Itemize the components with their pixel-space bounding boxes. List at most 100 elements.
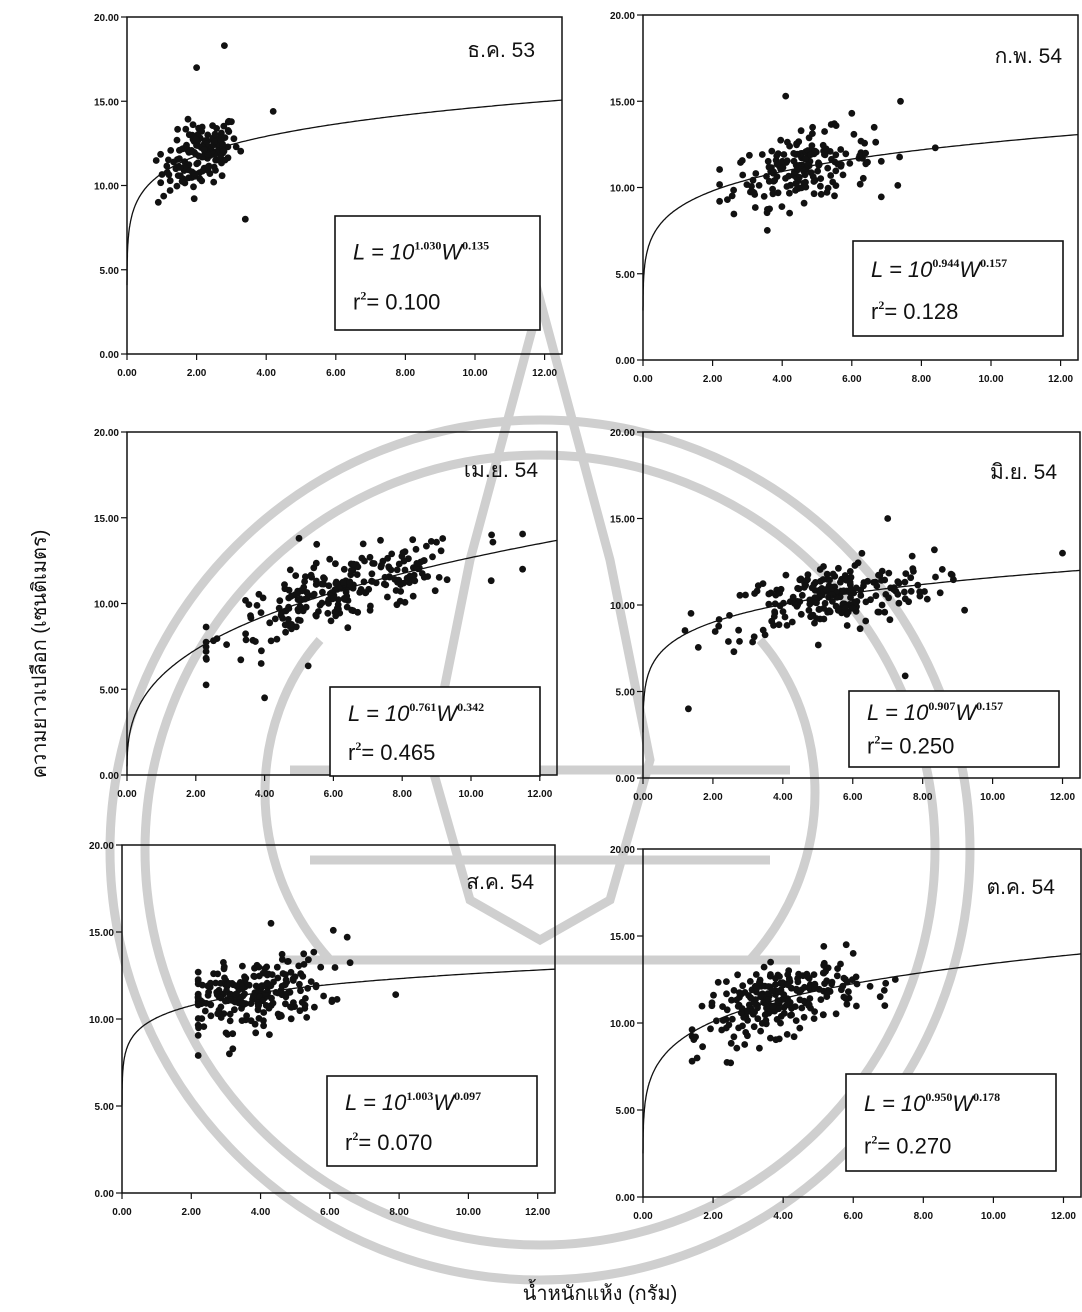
data-point: [804, 973, 811, 981]
data-point: [230, 135, 238, 143]
data-point: [332, 560, 339, 568]
data-point: [274, 974, 282, 982]
data-point: [907, 574, 915, 582]
data-point: [403, 574, 411, 582]
data-point: [300, 950, 308, 958]
data-point: [846, 588, 854, 596]
data-point: [255, 963, 263, 971]
x-tick-label: 6.00: [324, 789, 344, 800]
data-point: [780, 151, 788, 158]
x-tick-label: 4.00: [256, 368, 276, 379]
data-point: [324, 599, 332, 606]
y-tick-label: 20.00: [610, 845, 635, 856]
data-point: [850, 130, 858, 138]
chart-panel: 0.00 5.00 10.00 15.00 20.00 0.00 2.00 4.00 6.00 8…: [89, 841, 556, 1218]
data-point: [790, 150, 798, 157]
data-point: [761, 631, 769, 639]
fit-curve: [126, 539, 558, 767]
data-point: [220, 959, 227, 966]
data-point: [194, 159, 202, 167]
data-point: [728, 996, 735, 1004]
data-point: [174, 172, 182, 180]
data-point: [685, 705, 692, 713]
data-point: [280, 991, 288, 998]
data-point: [791, 600, 798, 607]
data-point: [802, 155, 810, 163]
data-point: [730, 186, 737, 194]
data-point: [302, 603, 310, 611]
data-point: [857, 592, 865, 599]
data-point: [727, 1059, 735, 1067]
data-point: [833, 972, 841, 980]
x-tick-label: 6.00: [844, 1211, 864, 1222]
data-point: [895, 579, 903, 587]
data-point: [730, 987, 738, 994]
data-point: [519, 565, 526, 573]
data-point: [798, 1004, 806, 1012]
data-point: [198, 177, 206, 185]
data-point: [820, 943, 828, 950]
data-point: [401, 598, 409, 606]
data-point: [736, 989, 743, 996]
data-point: [751, 204, 759, 211]
data-point: [300, 583, 308, 591]
fit-equation: L = 101.030W0.135: [353, 238, 489, 264]
panel-label: ต.ค. 54: [986, 876, 1055, 899]
equation-box: [845, 1073, 1057, 1172]
data-point: [204, 991, 212, 999]
data-point: [388, 550, 396, 558]
data-point: [852, 973, 860, 981]
data-point: [821, 599, 829, 607]
data-point: [878, 601, 886, 609]
data-point: [312, 559, 320, 567]
x-tick-label: 0.00: [633, 374, 653, 385]
data-point: [239, 999, 247, 1007]
data-point: [266, 1031, 273, 1038]
data-point: [823, 990, 831, 997]
data-point: [359, 540, 367, 548]
x-tick-label: 4.00: [772, 374, 792, 385]
data-point: [232, 143, 240, 151]
fit-equation: L = 100.907W0.157: [867, 699, 1003, 725]
data-point: [751, 590, 758, 597]
data-point: [353, 571, 361, 578]
y-tick-label: 20.00: [94, 428, 119, 439]
panel-label: มิ.ย. 54: [990, 461, 1057, 484]
data-point: [302, 995, 309, 1002]
data-point: [199, 167, 206, 175]
data-point: [242, 630, 250, 638]
data-point: [723, 1006, 731, 1014]
data-point: [872, 138, 880, 146]
data-point: [366, 606, 374, 614]
data-point: [253, 602, 261, 609]
data-point: [886, 616, 894, 624]
data-point: [716, 197, 723, 205]
data-point: [400, 579, 407, 587]
data-point: [829, 570, 837, 578]
data-point: [238, 1005, 245, 1012]
data-point: [346, 578, 354, 586]
data-point: [424, 573, 432, 580]
data-point: [923, 595, 931, 603]
data-point: [489, 538, 497, 546]
data-point: [811, 1008, 818, 1015]
data-point: [761, 1011, 769, 1019]
data-point: [346, 959, 354, 967]
equation-box: [852, 240, 1064, 337]
data-point: [242, 636, 250, 644]
data-point: [790, 1033, 798, 1041]
y-tick-label: 10.00: [89, 1015, 114, 1026]
data-point: [281, 981, 289, 989]
x-tick-label: 12.00: [1048, 374, 1073, 385]
data-point: [319, 588, 326, 596]
data-point: [783, 183, 791, 190]
data-point: [777, 1019, 784, 1027]
panel-label: ก.พ. 54: [995, 45, 1063, 68]
data-point: [838, 986, 845, 994]
data-point: [897, 97, 904, 105]
data-point: [292, 572, 300, 579]
data-point: [165, 156, 172, 164]
data-point: [173, 182, 181, 190]
data-point: [273, 635, 281, 643]
